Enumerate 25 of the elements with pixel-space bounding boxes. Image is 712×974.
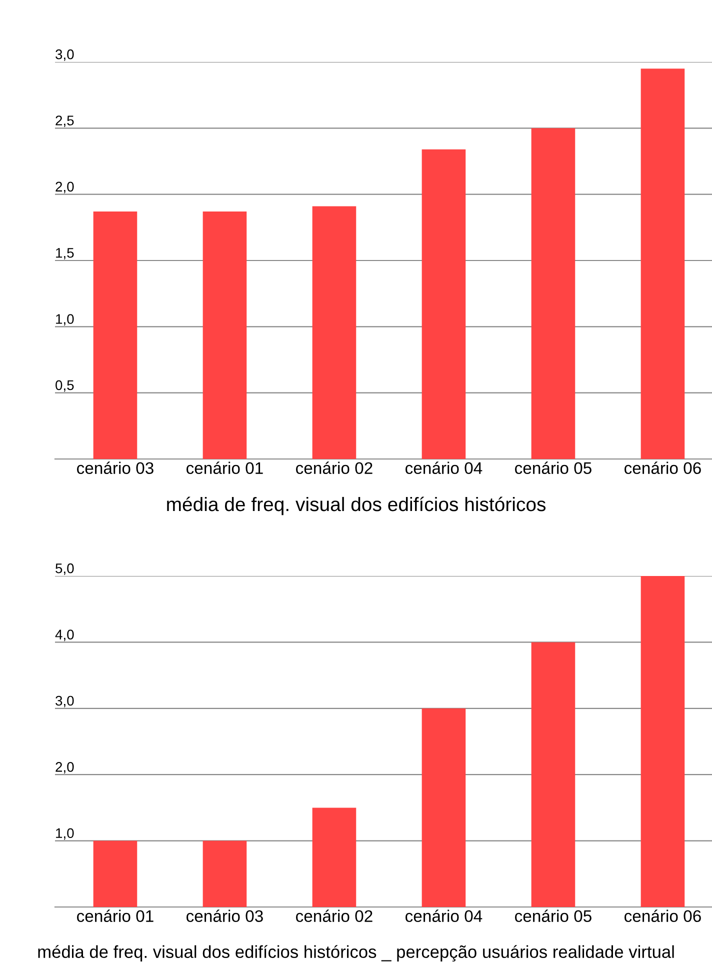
x-tick-label: cenário 05 [515, 910, 592, 922]
y-tick-label: 3,0 [56, 49, 74, 61]
x-tick-label: cenário 04 [406, 910, 482, 922]
y-tick-label: 2,5 [56, 116, 74, 128]
y-tick-label: 2,0 [56, 182, 74, 194]
y-tick-label: 2,0 [56, 762, 74, 774]
y-tick-label: 4,0 [55, 630, 74, 642]
x-tick-label: cenário 02 [296, 462, 372, 474]
y-tick-label: 5,0 [56, 563, 74, 575]
x-tick-label: cenário 01 [77, 910, 154, 922]
x-tick-label: cenário 04 [406, 462, 482, 474]
y-tick-label: 1,5 [56, 248, 74, 260]
x-axis-title: média de freq. visual dos edifícios históricos [167, 496, 546, 516]
y-tick-label: 3,0 [56, 696, 74, 708]
x-tick-label: cenário 06 [624, 462, 701, 474]
x-tick-label: cenário 06 [624, 910, 701, 922]
x-tick-label: cenário 03 [186, 910, 263, 922]
y-tick-label: 1,0 [56, 828, 74, 840]
x-tick-label: cenário 02 [296, 910, 372, 922]
x-tick-label: cenário 03 [77, 462, 154, 474]
x-tick-label: cenário 01 [186, 462, 263, 474]
x-tick-label: cenário 05 [515, 462, 592, 474]
y-tick-label: 1,0 [56, 314, 74, 326]
y-tick-label: 0,5 [56, 380, 74, 392]
x-axis-title: média de freq. visual dos edifícios históricos _ percepção usuários realidade virtual [38, 945, 674, 962]
